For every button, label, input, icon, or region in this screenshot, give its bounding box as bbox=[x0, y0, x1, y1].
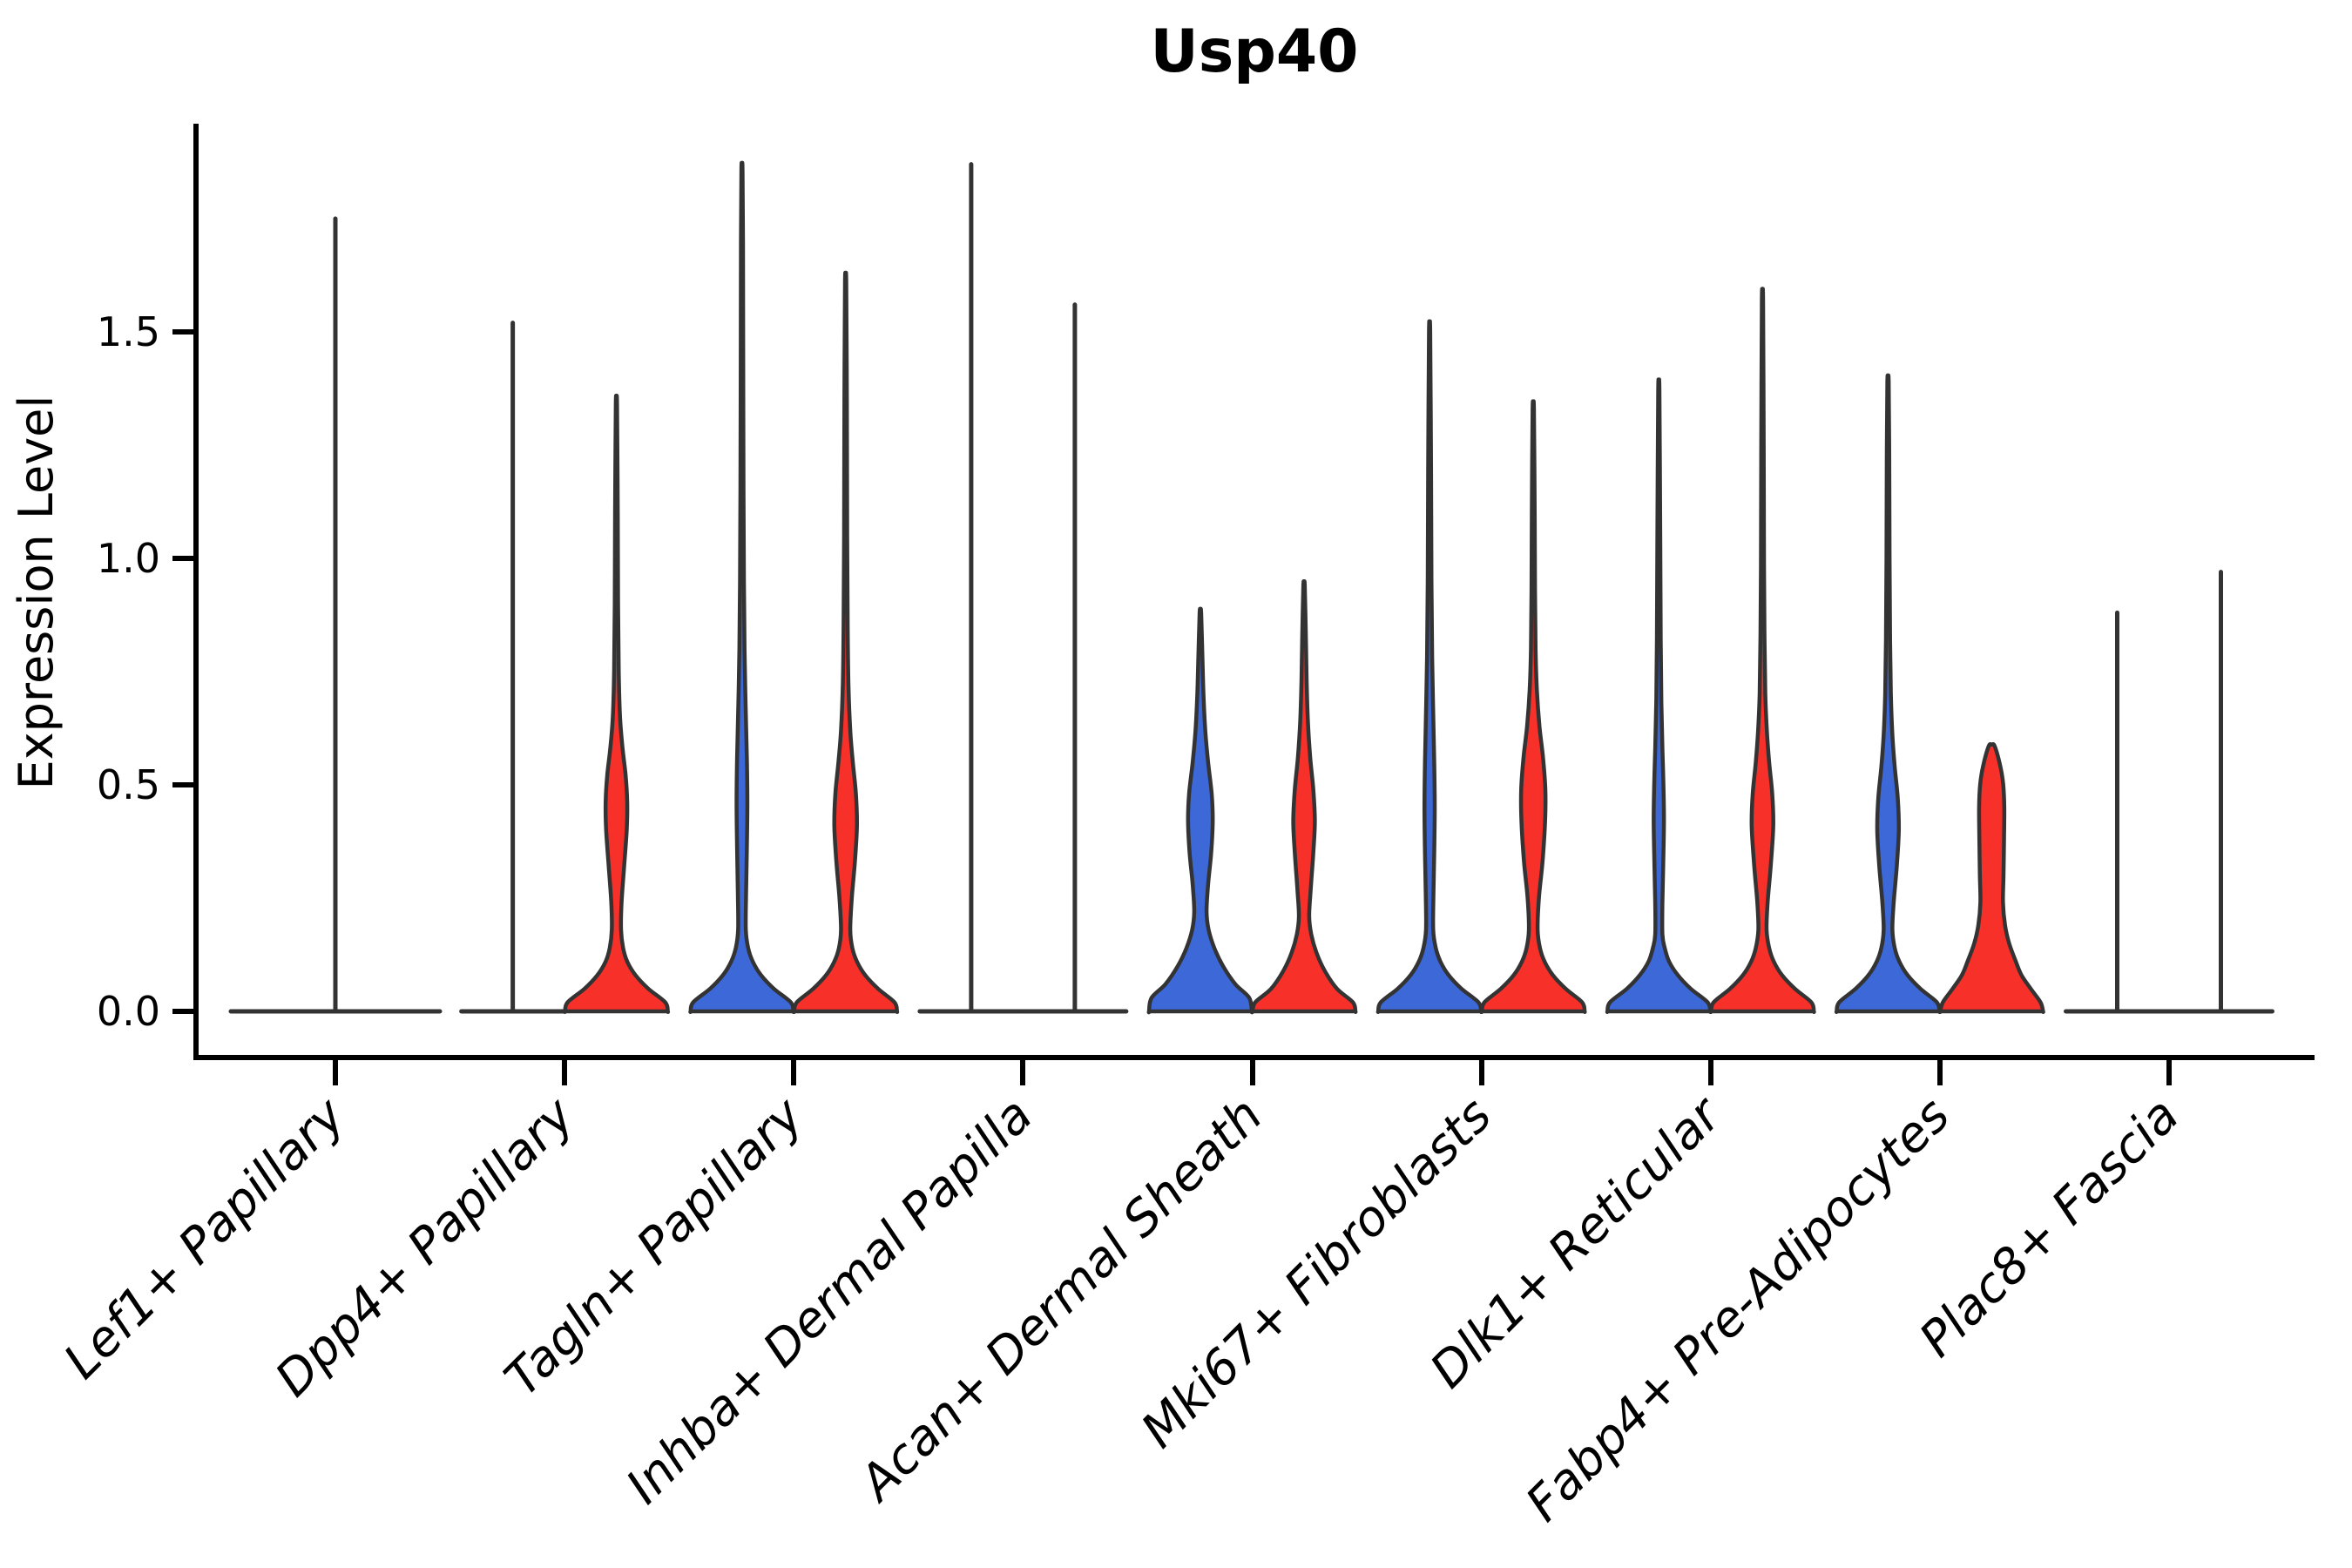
violins-layer bbox=[228, 160, 2274, 1015]
y-axis-label: Expression Level bbox=[9, 395, 64, 790]
x-tick-label-4: Acan+ Dermal Sheath bbox=[848, 1087, 1274, 1513]
y-tick-label-3: 1.5 bbox=[97, 308, 160, 355]
x-tick-label-7: Fabp4+ Pre-Adipocytes bbox=[1516, 1087, 1961, 1532]
y-tick-label-0: 0.0 bbox=[97, 988, 160, 1035]
violin-6-group-red bbox=[1708, 287, 1816, 1015]
y-tick-label-1: 0.5 bbox=[97, 761, 160, 808]
y-tick-label-2: 1.0 bbox=[97, 535, 160, 582]
chart-title: Usp40 bbox=[1151, 17, 1359, 86]
x-axis: Lef1+ Papillary Dpp4+ Papillary Tagln+ P… bbox=[53, 1055, 2315, 1532]
violin-5-group-blue bbox=[1375, 319, 1484, 1015]
y-axis: 0.0 0.5 1.0 1.5 bbox=[97, 124, 199, 1060]
violin-4-group-blue bbox=[1146, 606, 1254, 1015]
violin-7-group-red bbox=[1937, 742, 2045, 1015]
x-tick-label-3: Inhba+ Dermal Papilla bbox=[616, 1087, 1044, 1515]
violin-6-group-blue bbox=[1605, 377, 1713, 1015]
violin-1-group-red bbox=[563, 394, 671, 1015]
violin-5-group-red bbox=[1479, 399, 1587, 1015]
violin-4-group-red bbox=[1250, 578, 1358, 1015]
violin-2-group-red bbox=[792, 270, 900, 1015]
violin-2-group-blue bbox=[688, 160, 796, 1015]
violin-7-group-blue bbox=[1834, 373, 1942, 1015]
